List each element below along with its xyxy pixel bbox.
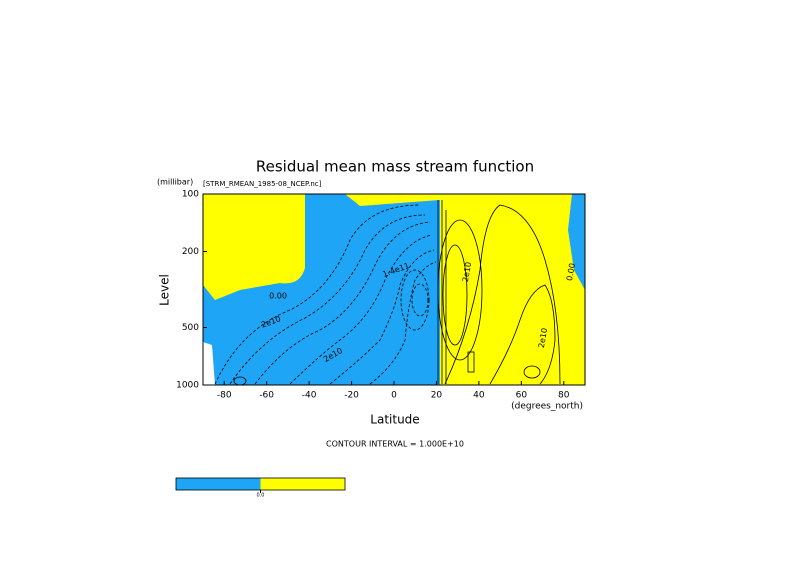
x-tick-label: -40 [302,391,317,401]
contour-line [254,221,431,385]
positive-region [203,194,305,300]
contour-line [411,283,429,317]
contour-label: 0.00 [565,262,577,281]
colorbar-negative [176,478,261,490]
y-unit: (millibar) [157,178,193,187]
contour-line [437,200,447,384]
x-unit: (degrees_north) [511,402,583,412]
colorbar-positive [260,478,345,490]
contour-line [489,284,556,385]
x-tick-label: -20 [344,391,359,401]
y-tick-label: 100 [182,190,199,200]
contour-line [523,365,541,379]
contour-line [444,204,561,385]
contour-label: 0.00 [269,292,287,301]
contour-line [442,244,468,346]
missing-region [203,342,215,385]
contour-lines [214,200,561,386]
contour-label: 2e10 [461,261,473,282]
x-tick-label: 0 [391,391,397,401]
contour-line [214,204,421,385]
contour-interval-note: CONTOUR INTERVAL = 1.000E+10 [326,440,464,449]
contour-line [400,269,430,331]
y-tick-label: 200 [182,247,199,257]
x-tick-label: 60 [516,391,528,401]
x-tick-label: 40 [473,391,485,401]
x-tick-label: 80 [558,391,570,401]
chart-title: Residual mean mass stream function [256,158,534,176]
contour-line [289,234,433,385]
positive-region [440,194,585,385]
contour-line [229,214,426,385]
contour-line [329,249,435,385]
x-tick-label: 20 [431,391,443,401]
y-tick-label: 1000 [176,381,199,391]
x-tick-label: -60 [259,391,274,401]
colorbar: 0.0 [175,477,346,499]
contour-line [467,351,475,373]
subtitle: [STRM_RMEAN_1985-08_NCEP.nc] [203,180,322,188]
y-axis-label: Level [158,274,172,306]
positive-region [345,194,440,206]
colorbar-tick-label: 0.0 [257,493,265,499]
x-axis-label: Latitude [370,413,419,427]
x-tick-label: -80 [217,391,232,401]
y-tick-label: 500 [182,323,199,333]
contour-label: 2e10 [537,327,549,348]
